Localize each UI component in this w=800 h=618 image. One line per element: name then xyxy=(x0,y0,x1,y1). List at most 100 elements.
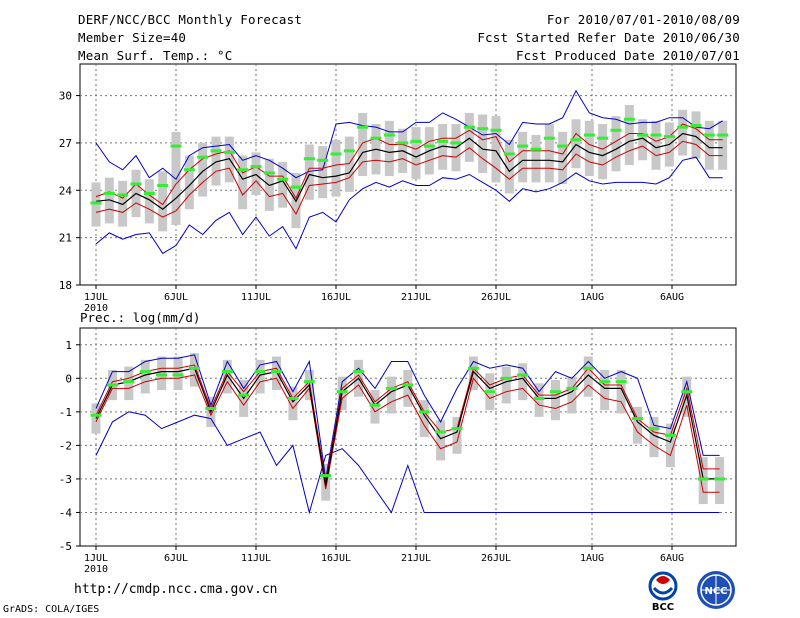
y-tick-label: -3 xyxy=(59,473,72,486)
range-box xyxy=(173,356,183,391)
median-marker xyxy=(648,427,660,431)
range-box xyxy=(583,356,593,397)
median-marker xyxy=(423,144,435,148)
median-marker xyxy=(463,125,475,129)
median-marker xyxy=(477,127,489,131)
range-box xyxy=(665,423,675,468)
median-marker xyxy=(599,380,611,384)
variable-label: Mean Surf. Temp.: °C xyxy=(78,48,233,63)
range-box xyxy=(718,120,728,170)
series-lower-line xyxy=(95,374,720,493)
range-box xyxy=(91,182,101,227)
median-marker xyxy=(570,138,582,142)
median-marker xyxy=(106,383,118,387)
series-min-line xyxy=(95,411,720,515)
range-box xyxy=(118,180,128,227)
median-marker xyxy=(183,168,195,172)
median-marker xyxy=(188,366,200,370)
range-box xyxy=(419,400,429,437)
range-box xyxy=(331,139,341,197)
median-marker xyxy=(139,370,151,374)
range-box xyxy=(638,119,648,161)
median-marker xyxy=(172,373,184,377)
median-marker xyxy=(336,390,348,394)
range-box xyxy=(691,111,701,159)
median-marker xyxy=(681,390,693,394)
median-marker xyxy=(437,139,449,143)
median-marker xyxy=(500,376,512,380)
range-box xyxy=(158,171,168,232)
range-box xyxy=(438,123,448,170)
median-marker xyxy=(170,144,182,148)
refer-date: Fcst Started Refer Date 2010/06/30 xyxy=(477,30,740,45)
median-marker xyxy=(157,184,169,188)
y-tick-label: 30 xyxy=(59,90,72,103)
median-marker xyxy=(317,158,329,162)
median-marker xyxy=(287,396,299,400)
range-box xyxy=(704,120,714,170)
range-box xyxy=(370,390,380,424)
median-marker xyxy=(717,133,729,137)
y-tick-label: 18 xyxy=(59,279,72,292)
range-box xyxy=(531,135,541,183)
source-url[interactable]: http://cmdp.ncc.cma.gov.cn xyxy=(74,582,278,597)
median-marker xyxy=(353,370,365,374)
median-marker xyxy=(303,157,315,161)
x-tick-label: 6JUL xyxy=(164,292,188,303)
series-lower-line xyxy=(95,140,723,218)
member-size: Member Size=40 xyxy=(78,30,187,45)
range-box xyxy=(491,116,501,183)
x-tick-label: 16JUL xyxy=(321,553,351,564)
median-marker xyxy=(143,191,155,195)
y-tick-label: 27 xyxy=(59,137,72,150)
x-tick-label: 26JUL xyxy=(481,292,511,303)
y-tick-label: -5 xyxy=(59,540,72,553)
y-tick-label: 21 xyxy=(59,232,72,245)
grads-credit: GrADS: COLA/IGES xyxy=(3,604,100,615)
median-marker xyxy=(205,406,217,410)
median-marker xyxy=(237,168,249,172)
range-box xyxy=(558,131,568,184)
range-box xyxy=(571,119,581,169)
range-box xyxy=(189,353,199,387)
range-box xyxy=(600,369,610,411)
range-box xyxy=(304,144,314,200)
range-box xyxy=(501,366,511,404)
range-box xyxy=(140,359,150,394)
range-box xyxy=(715,457,725,505)
median-marker xyxy=(650,133,662,137)
ncc-logo-text: NCC xyxy=(704,586,727,597)
x-tick-label: 11JUL xyxy=(241,553,271,564)
median-marker xyxy=(566,386,578,390)
median-marker xyxy=(582,366,594,370)
median-marker xyxy=(549,390,561,394)
median-marker xyxy=(530,147,542,151)
median-marker xyxy=(597,136,609,140)
median-marker xyxy=(370,136,382,140)
range-box xyxy=(584,120,594,177)
range-box xyxy=(649,416,659,458)
series-upper-line xyxy=(95,364,720,483)
median-marker xyxy=(103,191,115,195)
median-marker xyxy=(254,370,266,374)
produced-date: Fcst Produced Date 2010/07/01 xyxy=(515,48,740,63)
range-box xyxy=(518,363,528,401)
median-marker xyxy=(210,149,222,153)
series-upper-line xyxy=(95,123,723,206)
y-tick-label: 1 xyxy=(65,339,72,352)
range-box xyxy=(211,136,221,186)
range-box xyxy=(518,131,528,183)
plot-frame xyxy=(79,327,737,547)
y-tick-label: 24 xyxy=(59,184,73,197)
range-box xyxy=(544,123,554,183)
range-box xyxy=(567,376,577,414)
median-marker xyxy=(623,117,635,121)
median-marker xyxy=(250,165,262,169)
range-box xyxy=(651,120,661,170)
temperature-panel: 18 21 24 27 30 1JUL 6JUL 11JUL 16JUL 21JUL 26JUL 1A… xyxy=(59,63,737,314)
range-box xyxy=(403,369,413,407)
x-year-label: 2010 xyxy=(84,564,108,575)
range-box xyxy=(104,177,114,224)
median-marker xyxy=(467,366,479,370)
